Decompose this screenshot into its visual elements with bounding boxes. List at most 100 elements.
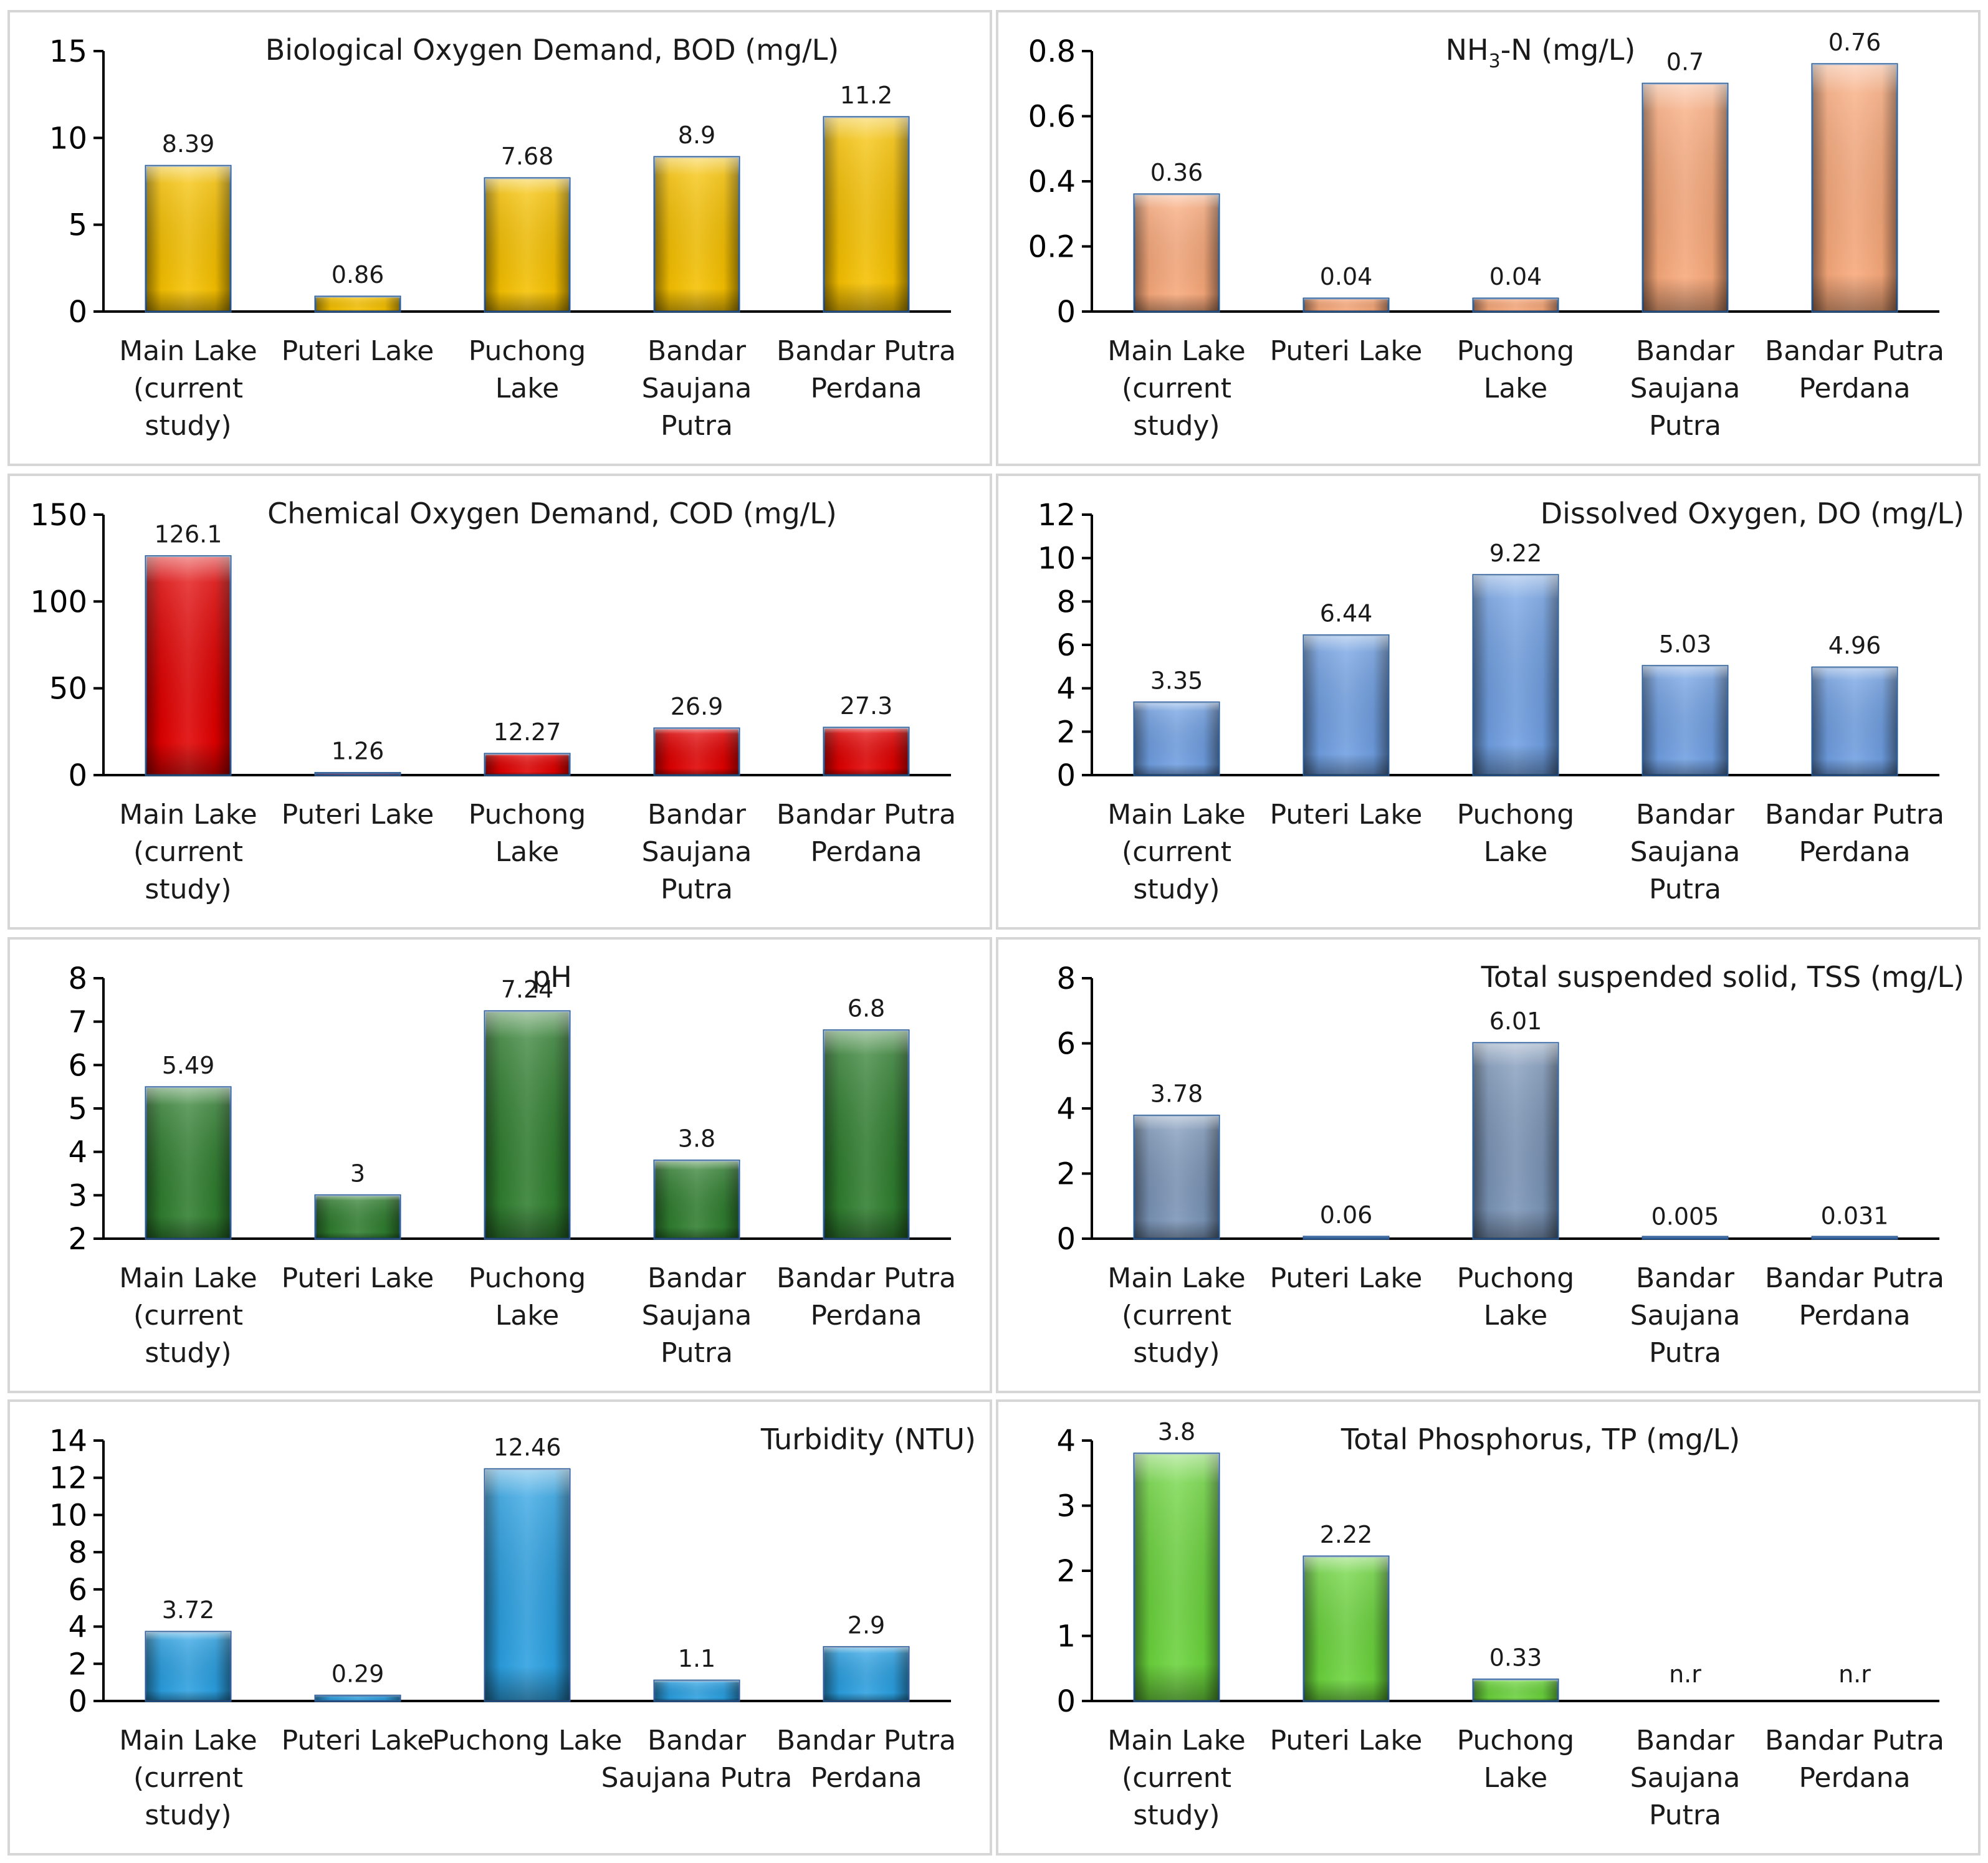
data-label: 3: [350, 1160, 365, 1187]
y-tick-label: 2: [1056, 1554, 1076, 1589]
data-label: 0.06: [1320, 1201, 1373, 1229]
chart-title: Total Phosphorus, TP (mg/L): [1340, 1422, 1740, 1456]
data-label: 5.49: [162, 1052, 215, 1079]
category-label: Main Lake (current study): [1107, 1262, 1245, 1369]
bar-chart: 0 2 4 6 8 10 12 Dissolved Oxygen, DO (mg/L) 3.35…: [1038, 497, 1964, 905]
y-tick-label: 10: [1038, 541, 1076, 576]
bar: [145, 164, 232, 313]
y-tick-label: 6: [68, 1573, 87, 1608]
data-label: 0.04: [1489, 263, 1542, 290]
bar: [314, 1694, 401, 1702]
data-label: 6.8: [848, 995, 885, 1022]
y-tick-label: 3: [68, 1178, 87, 1213]
y-tick-label: 0.4: [1028, 164, 1076, 199]
category-label: Puchong Lake: [1457, 1725, 1574, 1794]
y-tick-label: 0: [1056, 295, 1076, 330]
category-label: Bandar Saujana Putra: [601, 1725, 793, 1794]
data-label: 9.22: [1489, 540, 1542, 567]
y-tick-label: 2: [1056, 1157, 1076, 1192]
data-label: 0.33: [1489, 1644, 1542, 1672]
bar: [823, 116, 910, 313]
category-label: Puteri Lake: [282, 1262, 434, 1294]
y-tick-label: 100: [30, 584, 87, 619]
bar: [314, 771, 401, 776]
data-label: 2.22: [1320, 1521, 1373, 1548]
bar-chart: 0 2 4 6 8 Total suspended solid, TSS (mg/L) 3.…: [1056, 960, 1964, 1369]
category-label: Puchong Lake: [432, 1725, 623, 1756]
y-tick-label: 4: [1056, 1424, 1076, 1459]
category-label: Main Lake (current study): [119, 799, 257, 905]
y-tick-label: 1: [1056, 1619, 1076, 1654]
category-label: Bandar Putra Perdana: [777, 1262, 956, 1332]
y-tick-label: 0: [1056, 1222, 1076, 1257]
data-label: 3.72: [162, 1596, 215, 1624]
bar: [653, 727, 740, 776]
bar: [1133, 1114, 1220, 1240]
category-label: Bandar Putra Perdana: [1765, 335, 1944, 404]
bar: [1302, 634, 1390, 776]
bar: [1811, 1236, 1898, 1240]
bar: [1133, 193, 1220, 313]
category-label: Bandar Putra Perdana: [1765, 1725, 1944, 1794]
y-tick-label: 150: [30, 498, 87, 533]
chart-panel: 0 2 4 6 8 10 12 14 Turbidity (NTU) 3.72 Main Lake(…: [7, 1399, 992, 1856]
data-label: 12.46: [494, 1434, 562, 1461]
bar: [314, 1194, 401, 1240]
category-label: Bandar Putra Perdana: [1765, 1262, 1944, 1332]
data-label: 6.01: [1489, 1008, 1542, 1035]
bar: [823, 727, 910, 776]
y-tick-label: 5: [68, 208, 87, 243]
bar-chart: 0 0.2 0.4 0.6 0.8 NH3-N (mg/L) 0.36 Main Lake (c…: [1028, 29, 1944, 442]
y-tick-label: 8: [68, 1535, 87, 1570]
category-label: Puteri Lake: [1270, 1725, 1423, 1756]
y-tick-label: 4: [68, 1610, 87, 1645]
y-tick-label: 8: [68, 961, 87, 996]
category-label: Puteri Lake: [1270, 799, 1423, 831]
y-tick-label: 8: [1056, 584, 1076, 619]
category-label: Bandar Putra Perdana: [777, 335, 956, 404]
category-label: Puteri Lake: [282, 799, 434, 831]
bar-chart: 2 3 4 5 6 7 8 pH 5.49 Main Lake (current study) 3 Put…: [68, 960, 956, 1369]
category-label: Main Lake (current study): [1107, 1725, 1245, 1831]
y-tick-label: 0: [68, 1684, 87, 1719]
bar: [1133, 1452, 1220, 1702]
y-tick-label: 2: [68, 1647, 87, 1682]
y-tick-label: 0: [68, 295, 87, 330]
data-label: 3.8: [678, 1125, 715, 1153]
data-label: 1.1: [678, 1645, 715, 1672]
data-label: 8.39: [162, 130, 215, 158]
data-label: 7.68: [501, 143, 554, 170]
bar: [1472, 297, 1559, 313]
data-label: 5.03: [1659, 631, 1712, 658]
category-label: Bandar Putra Perdana: [777, 1725, 956, 1794]
data-label: 4.96: [1828, 632, 1881, 659]
chart-title: Chemical Oxygen Demand, COD (mg/L): [267, 497, 837, 530]
bar: [1811, 666, 1898, 776]
chart-panel: 2 3 4 5 6 7 8 pH 5.49 Main Lake (current study) 3 Put…: [7, 937, 992, 1393]
bar: [1133, 701, 1220, 776]
bar: [1302, 297, 1390, 313]
chart-title: Biological Oxygen Demand, BOD (mg/L): [265, 33, 839, 67]
chart-panel: 0 50 100 150 Chemical Oxygen Demand, COD (mg…: [7, 474, 992, 930]
bar: [1642, 82, 1729, 313]
bar: [653, 156, 740, 313]
y-tick-label: 0.8: [1028, 34, 1076, 69]
bar: [145, 555, 232, 776]
data-label: 7.24: [501, 976, 554, 1003]
y-tick-label: 10: [49, 121, 87, 156]
y-tick-label: 12: [49, 1461, 87, 1496]
y-tick-label: 15: [49, 34, 87, 69]
data-label: 3.8: [1158, 1418, 1195, 1446]
data-label: 26.9: [671, 693, 724, 720]
category-label: Puchong Lake: [469, 799, 586, 868]
data-label: 3.35: [1150, 667, 1203, 694]
data-label: 126.1: [155, 521, 222, 548]
data-label: 11.2: [840, 82, 893, 109]
chart-title: NH3-N (mg/L): [1446, 33, 1636, 72]
category-label: Bandar Saujana Putra: [1630, 1262, 1741, 1369]
y-tick-label: 2: [68, 1222, 87, 1257]
bar-chart: 0 50 100 150 Chemical Oxygen Demand, COD (mg…: [30, 497, 956, 905]
category-label: Main Lake (current study): [1107, 799, 1245, 905]
category-label: Puchong Lake: [469, 335, 586, 404]
